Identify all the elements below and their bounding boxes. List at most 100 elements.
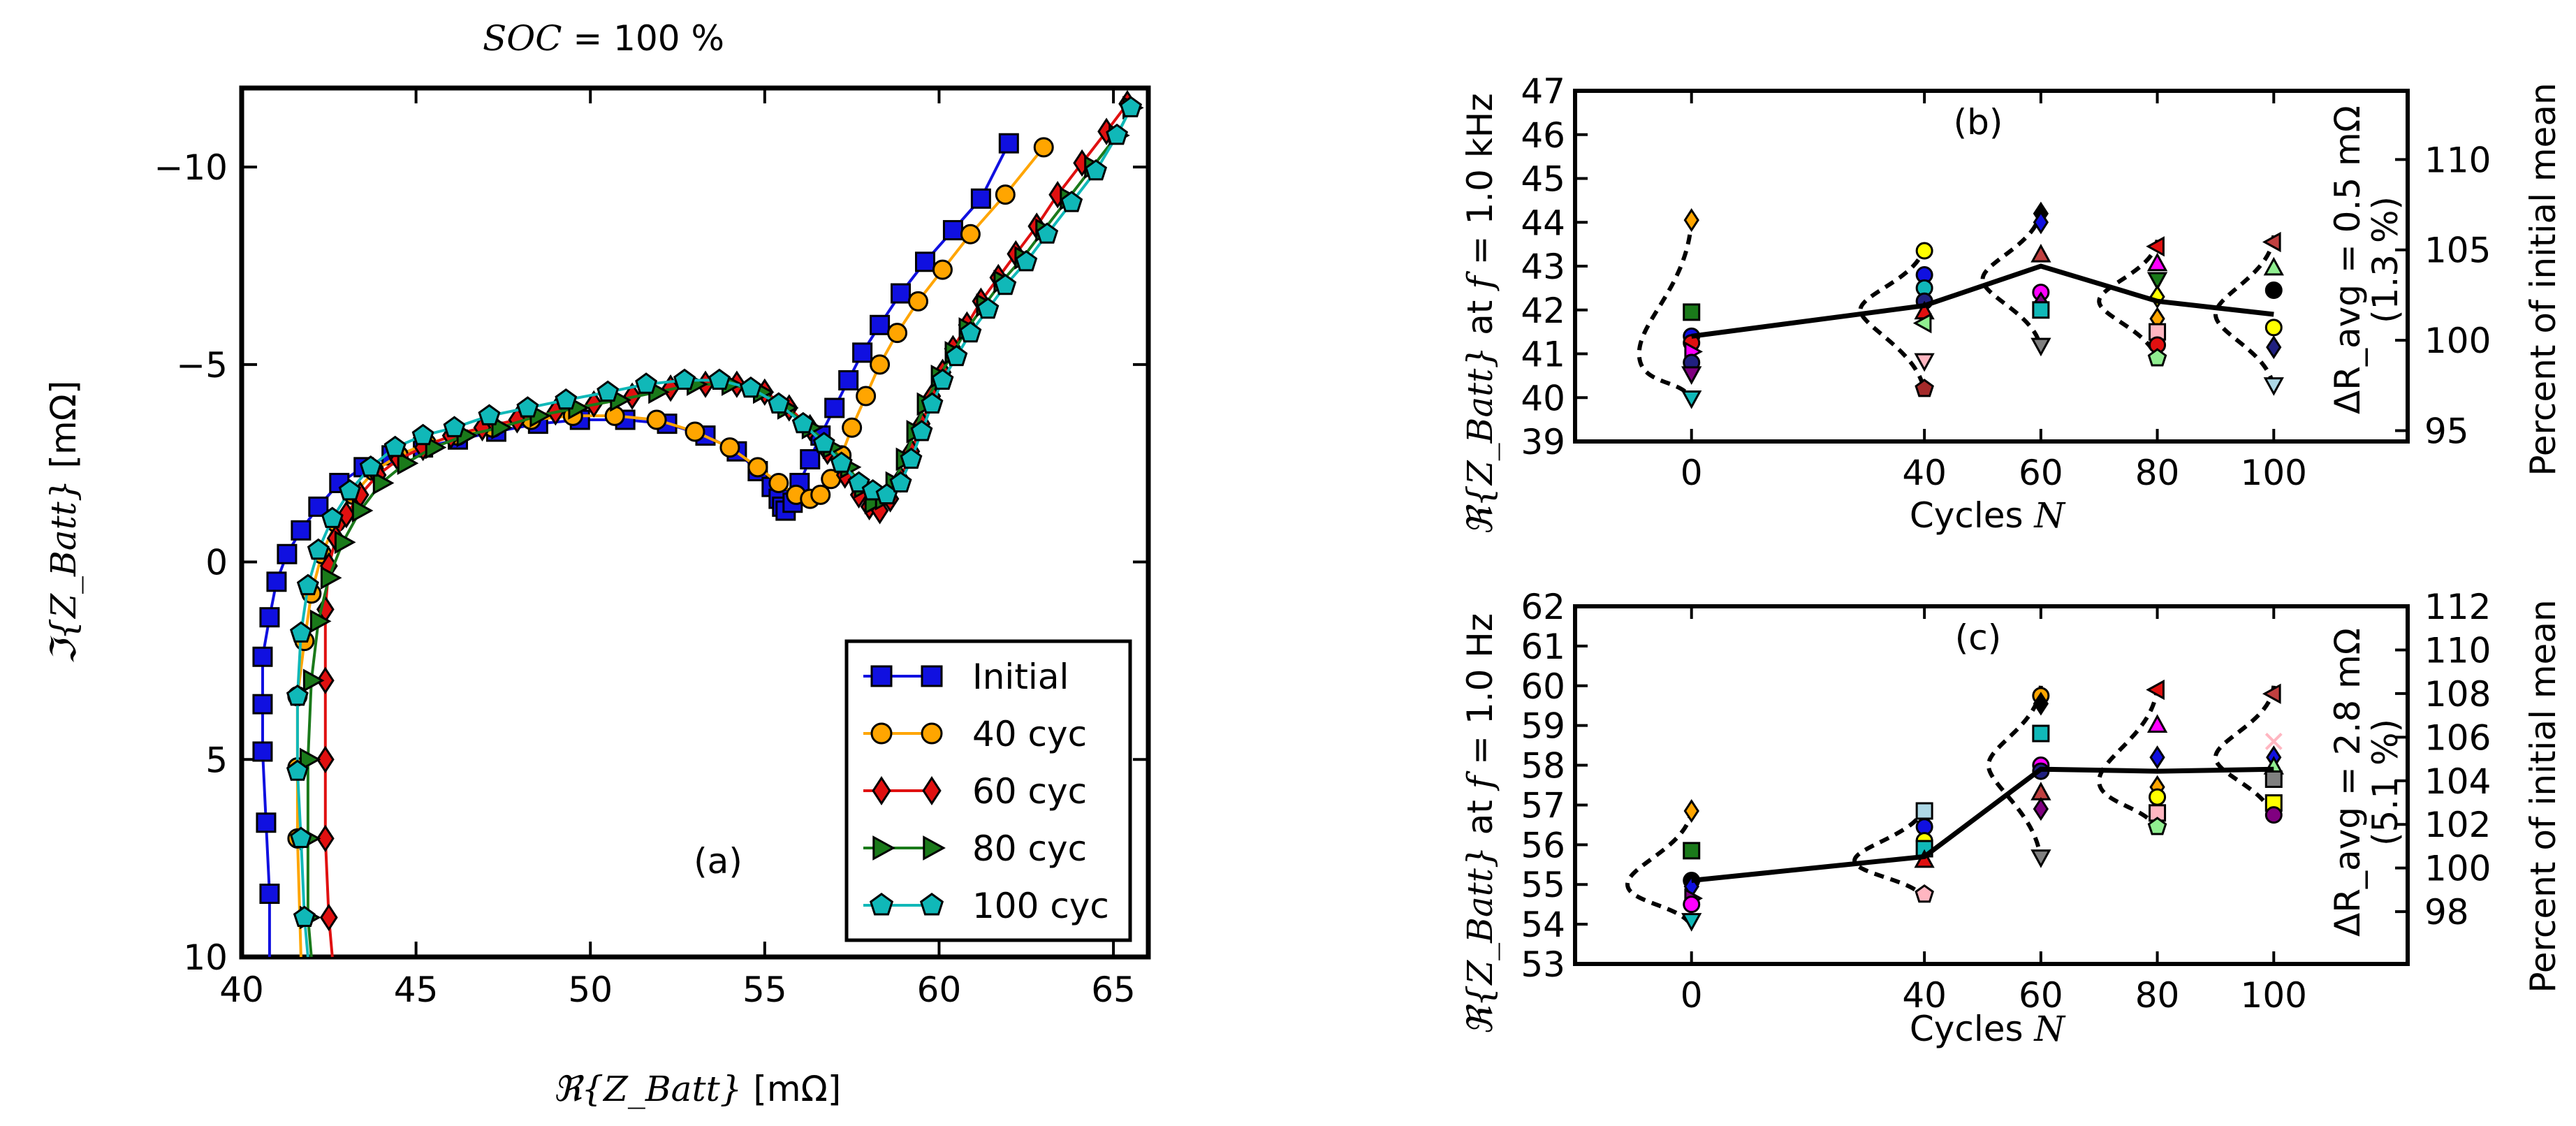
data-point [1915, 379, 1934, 397]
data-point [995, 184, 1016, 205]
data-point [942, 220, 963, 241]
data-point [1681, 913, 1702, 932]
panel-b-frame [1573, 89, 2410, 444]
panel-b-ylabel: ℜ{Z_Batt} at f = 1.0 kHz [1460, 93, 1500, 535]
data-point [1036, 222, 1059, 244]
data-point [852, 342, 873, 363]
data-point [976, 297, 1000, 319]
kde-curve [1852, 804, 1927, 902]
data-point [887, 323, 908, 344]
data-point [1915, 802, 1933, 820]
data-point [266, 571, 287, 592]
data-point [320, 566, 342, 590]
x-tick-label: 0 [1681, 975, 1703, 1016]
data-point [2030, 337, 2051, 357]
panel-b-delta: ΔR_avg = 0.5 mΩ [2327, 105, 2368, 414]
panel-c: 0 40 60 80 100535455565758596061629810010210… [1460, 587, 2563, 1049]
data-point [2033, 210, 2049, 235]
panel-c-right-ylabel: Percent of initial mean [2523, 599, 2563, 993]
kde-curve [2213, 235, 2276, 390]
data-point [307, 538, 330, 560]
data-point [338, 478, 361, 501]
data-point [2264, 733, 2283, 750]
panel-b-delta-pct: (1.3 %) [2365, 196, 2406, 323]
data-point [555, 388, 578, 410]
y-tick-label: 55 [1521, 865, 1565, 905]
data-point [921, 392, 944, 414]
legend-label: 60 cyc [972, 771, 1087, 812]
data-point [673, 368, 696, 390]
data-point [604, 405, 625, 426]
data-point [397, 451, 419, 476]
data-point [289, 621, 312, 643]
right-y-tick-label: 108 [2424, 674, 2491, 715]
right-y-tick-label: 100 [2424, 849, 2491, 889]
x-tick-label: 60 [2019, 453, 2063, 493]
y-tick-label: 5 [205, 740, 228, 780]
data-point [296, 573, 319, 596]
data-point [800, 449, 821, 470]
data-point [2264, 770, 2283, 788]
data-point [870, 354, 891, 375]
data-point [891, 283, 912, 304]
data-point [2149, 788, 2167, 806]
data-point [870, 314, 891, 335]
data-point [320, 903, 338, 932]
y-tick-label: 40 [1521, 378, 1565, 418]
data-point [256, 812, 277, 833]
y-tick-label: −5 [176, 345, 228, 386]
data-point [889, 471, 912, 492]
data-point [2030, 243, 2051, 263]
data-point [812, 432, 835, 453]
y-tick-label: 44 [1521, 203, 1565, 243]
panel-c-delta-pct: (5.1 %) [2365, 719, 2406, 846]
data-point [252, 694, 273, 715]
data-point [2032, 724, 2050, 743]
data-point [2262, 231, 2281, 253]
data-point [252, 741, 273, 762]
y-tick-label: 59 [1521, 706, 1565, 747]
data-point [1683, 895, 1701, 914]
data-point [2146, 272, 2168, 291]
x-tick-label: 60 [2019, 975, 2063, 1016]
panel-a-title: SOC = 100 % [483, 18, 724, 59]
data-point [2263, 256, 2284, 276]
data-point [597, 380, 620, 402]
data-point [1060, 191, 1083, 212]
legend-marker [923, 835, 946, 861]
right-y-tick-label: 95 [2424, 411, 2469, 451]
data-point [635, 372, 658, 394]
x-tick-label: 60 [917, 970, 962, 1010]
data-point [411, 423, 434, 446]
legend-item: 100 cyc [863, 886, 1109, 926]
data-point [351, 499, 374, 522]
data-point [2030, 849, 2051, 868]
data-point [316, 745, 335, 773]
data-point [1683, 842, 1701, 860]
data-point [2147, 348, 2167, 367]
right-y-tick-label: 105 [2424, 231, 2491, 271]
data-point [824, 397, 845, 418]
data-point [2264, 282, 2283, 300]
right-y-tick-label: 112 [2424, 587, 2491, 627]
x-tick-label: 40 [1902, 453, 1947, 493]
panel-a-label: (a) [694, 841, 742, 882]
data-point [830, 451, 853, 473]
data-point [359, 455, 382, 477]
data-point [931, 368, 954, 390]
data-point [337, 501, 356, 529]
data-point [838, 370, 859, 390]
panel-a: SOC = 100 % 40 45 50 55 60 65 −10 −5 0 5 10 (a) ℜ{… [43, 18, 1151, 1109]
panel-b-right-ylabel: Percent of initial mean [2523, 82, 2563, 476]
data-point [2146, 252, 2168, 272]
kde-curve [1637, 217, 1694, 403]
data-point [1915, 242, 1933, 260]
right-y-tick-label: 104 [2424, 761, 2491, 802]
data-point [2264, 319, 2283, 337]
data-point [1015, 250, 1038, 272]
y-tick-label: 39 [1521, 422, 1565, 462]
legend-marker [922, 776, 942, 805]
legend-item: 60 cyc [863, 771, 1087, 812]
x-tick-label: 65 [1091, 970, 1136, 1010]
data-point [908, 291, 929, 312]
